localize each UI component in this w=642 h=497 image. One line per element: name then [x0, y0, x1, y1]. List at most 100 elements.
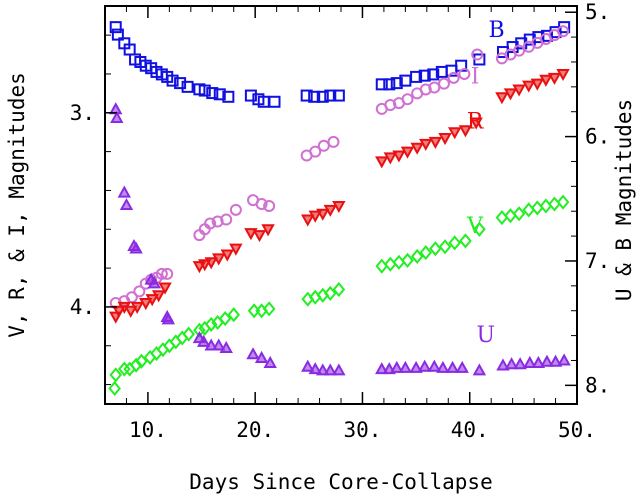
- data-point-I: [428, 81, 441, 94]
- data-point-U: [204, 338, 218, 351]
- x-tick-label: 20.: [236, 418, 274, 442]
- data-point-B: [427, 68, 440, 81]
- data-point-I: [263, 199, 276, 212]
- data-point-V: [495, 210, 509, 226]
- data-point-R: [503, 88, 518, 101]
- data-point-V: [182, 326, 195, 342]
- data-point-B: [410, 70, 423, 83]
- data-point-U: [212, 338, 226, 351]
- data-point-V: [392, 254, 406, 270]
- data-point-I: [204, 217, 217, 230]
- y-left-tick-label: 4.: [70, 295, 95, 319]
- data-point-U: [398, 360, 413, 373]
- series-label-I: I: [471, 65, 480, 90]
- data-point-U: [445, 360, 460, 373]
- data-point-V: [262, 301, 276, 317]
- data-point-I: [437, 77, 450, 90]
- data-point-R: [229, 243, 243, 256]
- data-point-U: [455, 360, 469, 373]
- data-point-V: [522, 202, 536, 218]
- data-point-U: [531, 355, 546, 368]
- data-point-B: [390, 77, 403, 90]
- data-point-B: [268, 95, 281, 108]
- data-point-B: [523, 33, 536, 46]
- data-point-I: [211, 215, 224, 228]
- series-label-V: V: [466, 214, 484, 239]
- data-point-U: [540, 354, 554, 367]
- data-point-V: [218, 311, 232, 327]
- series-labels: BIR V U: [466, 18, 504, 348]
- data-point-U: [119, 197, 134, 210]
- data-point-U: [246, 347, 260, 360]
- data-point-R: [556, 68, 570, 82]
- data-point-R: [204, 257, 218, 270]
- data-point-R: [145, 294, 159, 307]
- y-axis-left-title: V, R, & I, Magnitudes: [5, 72, 29, 338]
- data-point-R: [316, 208, 330, 221]
- data-point-I: [557, 25, 570, 38]
- data-point-V: [539, 198, 553, 214]
- data-point-U: [472, 363, 487, 376]
- data-point-B: [181, 80, 194, 93]
- data-point-R: [261, 224, 275, 237]
- data-point-R: [458, 125, 473, 138]
- data-point-V: [512, 206, 526, 222]
- data-point-U: [417, 359, 432, 372]
- data-point-B: [198, 84, 211, 97]
- data-point-V: [108, 380, 121, 397]
- data-point-U: [161, 312, 175, 325]
- data-point-I: [133, 285, 146, 298]
- data-point-U: [316, 363, 330, 376]
- data-point-V: [556, 194, 570, 210]
- data-point-V: [118, 361, 131, 377]
- data-point-V: [504, 208, 517, 224]
- data-point-V: [410, 248, 424, 265]
- x-axis-title: Days Since Core-Collapse: [189, 470, 492, 494]
- data-point-U: [117, 185, 132, 198]
- data-point-R: [112, 305, 126, 318]
- data-point-U: [263, 355, 277, 368]
- data-point-R: [512, 84, 526, 97]
- data-point-V: [459, 233, 472, 249]
- data-point-V: [384, 256, 397, 272]
- data-point-U: [390, 360, 404, 373]
- series-label-R: R: [467, 109, 485, 134]
- axis-ticks: 10. 20. 30. 40. 50. 3. 4. 5. 6. 7. 8.: [70, 0, 611, 442]
- data-point-V: [448, 235, 462, 251]
- x-tick-label: 40.: [451, 418, 489, 442]
- data-point-R: [495, 92, 509, 105]
- data-point-V: [473, 221, 486, 237]
- data-point-U: [332, 363, 346, 376]
- data-point-R: [323, 204, 337, 217]
- series-R: [109, 68, 570, 324]
- data-point-V: [429, 241, 442, 257]
- data-point-U: [427, 359, 442, 372]
- data-point-I: [309, 145, 322, 158]
- data-point-I: [327, 135, 340, 148]
- data-point-U: [513, 357, 527, 370]
- series-label-B: B: [488, 18, 504, 43]
- data-point-B: [332, 89, 345, 102]
- data-point-B: [308, 90, 321, 103]
- data-point-I: [255, 198, 268, 211]
- x-tick-label: 50.: [558, 418, 596, 442]
- data-point-B: [418, 69, 431, 82]
- data-point-R: [198, 259, 212, 272]
- data-point-B: [111, 28, 124, 41]
- y-right-tick-label: 7.: [585, 249, 610, 273]
- data-point-V: [323, 285, 337, 301]
- data-point-I: [317, 139, 330, 152]
- data-point-V: [332, 281, 346, 298]
- y-axis-right-title: U & B Magnitudes: [612, 99, 636, 301]
- data-point-B: [383, 78, 396, 91]
- series-I: [109, 25, 570, 310]
- data-point-V: [204, 316, 218, 332]
- data-point-R: [383, 152, 398, 165]
- data-point-U: [496, 358, 510, 371]
- data-point-R: [539, 74, 553, 87]
- data-point-U: [308, 362, 322, 375]
- y-left-tick-label: 3.: [70, 101, 95, 125]
- data-point-R: [212, 253, 226, 266]
- data-point-U: [219, 340, 233, 354]
